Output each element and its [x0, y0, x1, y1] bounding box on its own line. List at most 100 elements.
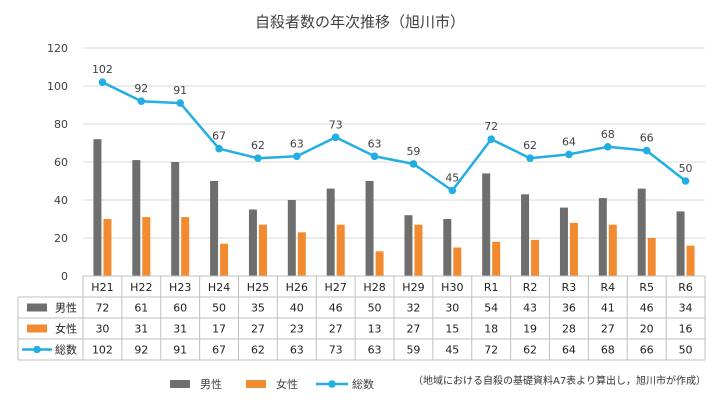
bar-male	[676, 211, 685, 276]
point-total	[331, 133, 340, 142]
table-cell: 63	[290, 344, 304, 357]
table-cell: 60	[173, 302, 187, 315]
bar-male	[210, 181, 219, 276]
data-label-total: 62	[523, 139, 537, 152]
point-total	[604, 143, 612, 151]
y-axis: 0 20 40 60 80 100 120	[47, 42, 68, 283]
table-cell: 35	[251, 302, 265, 315]
table-cell: 91	[173, 344, 187, 357]
table-cell: 61	[134, 302, 148, 315]
row-label: 総数	[55, 343, 77, 357]
table-cell: 72	[484, 344, 498, 357]
x-tick-label: H21	[91, 281, 113, 294]
table-cell: 50	[212, 302, 226, 315]
x-tick-label: R6	[678, 281, 693, 294]
y-tick-label: 120	[47, 42, 68, 55]
table-cell: 27	[251, 323, 265, 336]
y-tick-label: 40	[54, 194, 68, 207]
row-key-total-marker	[33, 345, 41, 354]
table-cell: 31	[134, 323, 148, 336]
table-cell: 18	[484, 323, 498, 336]
bar-male	[132, 160, 141, 276]
table-cell: 23	[290, 323, 304, 336]
legend-label: 男性	[200, 377, 222, 391]
point-total	[137, 97, 146, 105]
data-table: H21 H22 H23 H24 H25 H26 H27 H28 H29 H30 R1 R2 R3 R4 R5…	[17, 275, 706, 361]
table-cell: 30	[445, 302, 459, 315]
table-cell: 43	[523, 302, 537, 315]
point-total	[98, 78, 107, 86]
y-tick-label: 20	[54, 232, 68, 245]
table-cell: 40	[290, 302, 304, 315]
row-key-male	[27, 303, 47, 312]
line-total	[101, 81, 687, 192]
legend-key-total-marker	[328, 380, 336, 388]
y-tick-label: 100	[47, 80, 68, 93]
data-label-total: 92	[134, 82, 148, 95]
y-tick-label: 60	[54, 156, 68, 169]
data-label-total: 67	[212, 130, 226, 143]
data-label-total: 66	[640, 132, 654, 145]
table-cell: 46	[640, 302, 654, 315]
bar-male	[443, 219, 452, 276]
table-cell: 17	[212, 323, 226, 336]
table-cell: 34	[679, 302, 693, 315]
bar-female	[608, 224, 617, 276]
data-label-total: 72	[484, 120, 498, 133]
x-tick-label: H23	[169, 281, 191, 294]
data-label-total: 45	[445, 172, 459, 185]
row-label: 男性	[55, 301, 77, 315]
point-total	[526, 154, 534, 162]
x-tick-label: H26	[286, 281, 308, 294]
table-cell: 72	[95, 302, 109, 315]
point-total	[293, 152, 301, 161]
point-total	[487, 135, 495, 143]
table-cell: 62	[251, 344, 265, 357]
bar-female	[336, 224, 345, 276]
x-tick-label: H24	[208, 281, 230, 294]
table-cell: 54	[484, 302, 498, 315]
point-total	[176, 99, 184, 107]
bar-female	[103, 219, 112, 276]
bar-male	[248, 209, 257, 276]
table-cell: 73	[329, 344, 343, 357]
point-total	[215, 144, 223, 153]
legend-label: 女性	[276, 377, 298, 391]
chart-title: 自殺者数の年次推移（旭川市）	[255, 13, 465, 31]
x-tick-label: H30	[441, 281, 463, 294]
bar-male	[559, 207, 568, 276]
bar-male	[404, 215, 413, 276]
bar-female	[181, 217, 190, 276]
data-label-total: 102	[92, 63, 113, 76]
bar-female	[453, 247, 462, 276]
legend: 男性 女性 総数	[170, 377, 374, 391]
table-cell: 50	[368, 302, 382, 315]
table-cell: 64	[562, 344, 576, 357]
x-tick-label: R1	[484, 281, 499, 294]
legend-label: 総数	[352, 377, 374, 391]
point-total	[565, 150, 573, 159]
table-cell: 28	[562, 323, 576, 336]
bar-female	[414, 224, 423, 276]
x-tick-label: H22	[130, 281, 152, 294]
table-cell: 92	[134, 344, 148, 357]
bar-male	[171, 162, 180, 276]
table-cell: 31	[173, 323, 187, 336]
table-cell: 66	[640, 344, 654, 357]
data-label-total: 62	[251, 139, 265, 152]
bar-female	[531, 239, 540, 276]
bar-male	[521, 194, 530, 276]
y-tick-label: 0	[61, 270, 68, 283]
table-cell: 50	[679, 344, 693, 357]
table-cell: 102	[92, 344, 113, 357]
total-line: 102 92 91 67 62 63 73 63 59 45 72 62 64 68 66 50	[92, 63, 693, 195]
bar-male	[287, 200, 296, 276]
bar-marks	[93, 139, 695, 276]
bar-male	[598, 198, 607, 276]
x-tick-label: H28	[363, 281, 385, 294]
table-cell: 59	[406, 344, 420, 357]
bar-female	[569, 222, 578, 276]
bar-male	[365, 181, 374, 276]
x-tick-label: R3	[562, 281, 577, 294]
